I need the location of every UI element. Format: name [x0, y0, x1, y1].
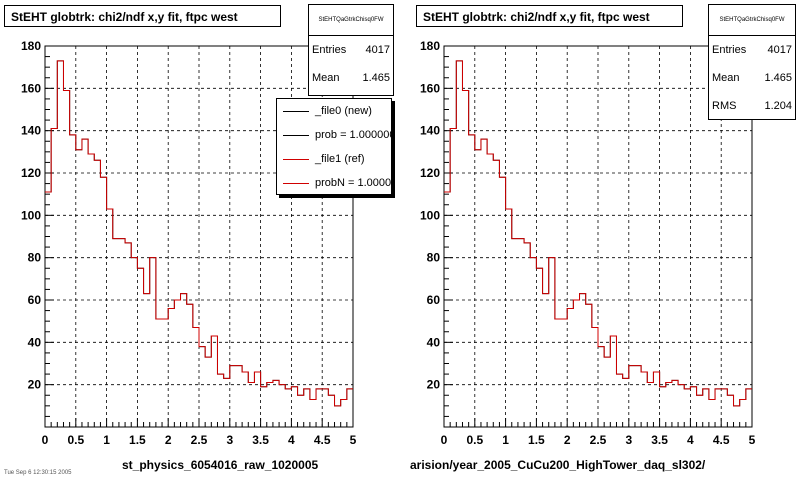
timestamp: Tue Sep 6 12:30:15 2005 — [4, 470, 72, 476]
legend-entry-ref: _file1 (ref) — [277, 147, 391, 171]
left-histogram-panel: 0 0.5 1 1.5 2 2.5 3 3.5 4 4.5 5 20 40 60 80 100 120 140 16… — [4, 4, 394, 472]
x-tick-label: 4.5 — [314, 433, 331, 447]
y-tick-label: 180 — [21, 39, 41, 53]
y-tick-label: 120 — [21, 166, 41, 180]
x-tick-label: 0 — [441, 433, 448, 447]
y-tick-label: 20 — [28, 378, 42, 392]
legend-swatch — [283, 183, 309, 184]
y-tick-label: 40 — [28, 335, 42, 349]
stats-value: 1.204 — [764, 100, 792, 112]
stats-label: Entries — [712, 44, 747, 56]
x-tick-label: 1 — [502, 433, 509, 447]
x-tick-label: 3.5 — [651, 433, 668, 447]
y-tick-label: 60 — [28, 293, 42, 307]
left-plot-title: StEHT globtrk: chi2/ndf x,y fit, ftpc we… — [4, 5, 281, 27]
x-tick-label: 0.5 — [67, 433, 84, 447]
x-tick-label: 2.5 — [590, 433, 607, 447]
x-tick-label: 4.5 — [713, 433, 730, 447]
legend-swatch — [283, 135, 309, 136]
x-tick-label: 4 — [687, 433, 694, 447]
stats-label: Mean — [312, 72, 340, 84]
x-tick-label: 1.5 — [129, 433, 146, 447]
stats-row-mean: Mean 1.465 — [309, 64, 393, 92]
stats-row-rms: RMS 1.204 — [709, 92, 795, 120]
legend-entry-new: _file0 (new) — [277, 99, 391, 123]
stats-value: 4017 — [767, 44, 792, 56]
y-tick-label: 140 — [420, 124, 440, 138]
legend-label: probN = 1.000000 — [315, 177, 392, 189]
y-tick-label: 80 — [28, 251, 42, 265]
x-tick-label: 5 — [749, 433, 756, 447]
x-tick-label: 2 — [165, 433, 172, 447]
x-tick-label: 0 — [42, 433, 49, 447]
left-plot: 0 0.5 1 1.5 2 2.5 3 3.5 4 4.5 5 20 40 60 80 100 120 140 16… — [21, 39, 357, 447]
plot-frame — [443, 45, 753, 428]
stats-histogram-name: StEHTQaGtrkChisq0FW — [309, 5, 393, 36]
stats-value: 4017 — [365, 44, 390, 56]
stats-row-entries: Entries 4017 — [709, 36, 795, 64]
stats-value: 1.465 — [362, 72, 390, 84]
legend-label: _file0 (new) — [315, 105, 372, 117]
x-tick-label: 1.5 — [528, 433, 545, 447]
y-tick-label: 80 — [427, 251, 441, 265]
y-tick-label: 40 — [427, 335, 441, 349]
x-tick-label: 4 — [288, 433, 295, 447]
stats-histogram-name: StEHTQaGtrkChisq0FW — [709, 5, 795, 36]
right-plot: 0 0.5 1 1.5 2 2.5 3 3.5 4 4.5 5 20 40 60 80 100 120 140 16… — [420, 39, 756, 447]
legend-label: _file1 (ref) — [315, 153, 365, 165]
x-tick-label: 3 — [625, 433, 632, 447]
y-tick-label: 160 — [21, 81, 41, 95]
stats-label: Mean — [712, 72, 740, 84]
stats-label: Entries — [312, 44, 347, 56]
legend-swatch — [283, 111, 309, 112]
x-tick-label: 1 — [103, 433, 110, 447]
x-tick-label: 3.5 — [252, 433, 269, 447]
x-tick-label: 5 — [350, 433, 357, 447]
y-tick-label: 100 — [420, 208, 440, 222]
right-plot-title: StEHT globtrk: chi2/ndf x,y fit, ftpc we… — [416, 5, 683, 27]
y-tick-label: 60 — [427, 293, 441, 307]
right-histogram-panel: 0 0.5 1 1.5 2 2.5 3 3.5 4 4.5 5 20 40 60 80 100 120 140 16… — [400, 0, 800, 480]
stats-value: 1.465 — [764, 72, 792, 84]
legend-entry-prob: prob = 1.000000 — [277, 123, 391, 147]
legend: _file0 (new) prob = 1.000000 _file1 (ref… — [276, 98, 392, 195]
stats-row-entries: Entries 4017 — [309, 36, 393, 64]
y-tick-label: 140 — [21, 124, 41, 138]
left-file-label: st_physics_6054016_raw_1020005 — [122, 458, 319, 472]
y-tick-label: 120 — [420, 166, 440, 180]
legend-label: prob = 1.000000 — [315, 129, 392, 141]
y-tick-label: 20 — [427, 378, 441, 392]
x-tick-label: 0.5 — [466, 433, 483, 447]
left-stats-box: StEHTQaGtrkChisq0FW Entries 4017 Mean 1.… — [308, 4, 394, 96]
legend-swatch — [283, 159, 309, 160]
stats-row-mean: Mean 1.465 — [709, 64, 795, 92]
right-stats-box: StEHTQaGtrkChisq0FW Entries 4017 Mean 1.… — [708, 4, 796, 120]
x-tick-label: 2.5 — [191, 433, 208, 447]
x-tick-label: 3 — [226, 433, 233, 447]
legend-entry-probn: probN = 1.000000 — [277, 171, 392, 194]
right-file-label: arision/year_2005_CuCu200_HighTower_daq_… — [410, 458, 706, 472]
histogram-series-ref — [45, 60, 353, 407]
stats-label: RMS — [712, 100, 737, 112]
histogram-series-ref — [444, 60, 752, 407]
x-tick-label: 2 — [564, 433, 571, 447]
y-tick-label: 160 — [420, 81, 440, 95]
y-tick-label: 180 — [420, 39, 440, 53]
y-tick-label: 100 — [21, 208, 41, 222]
